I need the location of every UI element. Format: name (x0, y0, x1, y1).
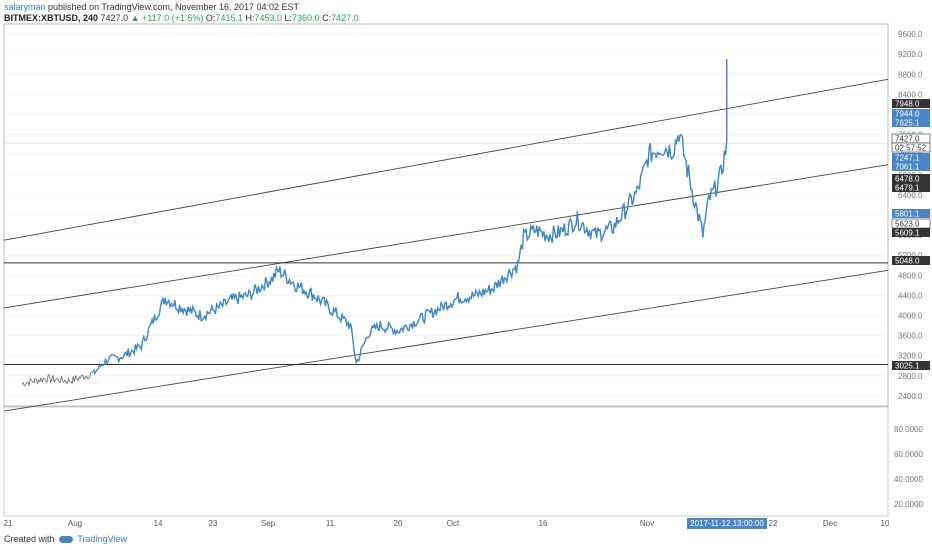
price-tick-label: 8400.0 (898, 90, 923, 99)
price-tag-label: 5801.1 (895, 210, 920, 219)
close-value: 7427.0 (331, 13, 359, 23)
time-cursor-label: 2017-11-12 13:00:00 (690, 519, 764, 528)
price-tag-label: 7948.0 (895, 100, 920, 109)
indicator-tick-label: 80.0000 (894, 425, 923, 434)
time-tick-label: 11 (326, 519, 335, 528)
price-tag (892, 228, 930, 237)
created-with-label: Created with (4, 534, 55, 544)
price-tick-label: 9600.0 (898, 30, 923, 39)
price-tag (892, 109, 930, 118)
chart-header: salaryman published on TradingView.com, … (4, 2, 359, 24)
open-label: O: (205, 13, 216, 23)
price-tag-label: 7427.0 (895, 135, 920, 144)
price-tick-label: 2800.0 (898, 372, 923, 381)
price-tag-label: 5623.0 (895, 220, 920, 229)
price-tag-label: 6478.0 (895, 175, 920, 184)
tradingview-logo-icon (59, 536, 74, 544)
price-tick-label: 4000.0 (898, 312, 923, 321)
time-tick-label: Dec (823, 519, 837, 528)
candle-bars (21, 369, 94, 387)
series-line (92, 59, 728, 376)
price-tag (892, 174, 930, 183)
price-tick-label: 6400.0 (898, 191, 923, 200)
price-tick-label: 4800.0 (898, 271, 923, 280)
low-value: 7360.0 (292, 13, 320, 23)
time-tick-label: 22 (769, 519, 778, 528)
price-tick-label: 2400.0 (898, 392, 923, 401)
low-label: L: (284, 13, 293, 23)
channel-line (3, 164, 889, 309)
price-tag (892, 118, 930, 127)
high-value: 7453.0 (254, 13, 283, 23)
price-tick-label: 9200.0 (898, 50, 923, 59)
time-tick-label: 21 (4, 519, 13, 528)
price-tick-label: 5200.0 (898, 251, 923, 260)
time-tick-label: 16 (539, 519, 548, 528)
time-axis[interactable]: 21 Aug 14 23 Sep 11 20 Oct 16 Nov 22 Dec 10 2017-11-1… (4, 518, 890, 529)
price-series (92, 59, 728, 376)
close-label: C: (322, 13, 332, 23)
price-tag-label: 6479.1 (895, 184, 920, 193)
symbol-label[interactable]: BITMEX:XBTUSD, 240 (4, 13, 99, 23)
price-tag-label: 7944.0 (895, 110, 920, 119)
candle-series-line (21, 369, 94, 387)
publish-info: published on TradingView.com, November 1… (48, 2, 300, 12)
indicator-tick-label: 20.0000 (894, 500, 923, 509)
price-tick-label: 3600.0 (898, 332, 923, 341)
time-cursor-tag (687, 518, 767, 529)
author-name[interactable]: salaryman (4, 2, 46, 12)
chart-grid (3, 23, 889, 517)
channel-line (3, 269, 889, 412)
indicator-pane: 20.0000 40.0000 60.0000 80.0000 (894, 425, 923, 509)
time-tick-label: 14 (154, 519, 163, 528)
trend-channel-lines (3, 78, 889, 412)
price-chart[interactable]: 2400.0 2800.0 3200.0 3600.0 4000.0 4400.0 4800… (0, 0, 932, 532)
time-tick-label: 20 (394, 519, 403, 528)
time-tick-label: Oct (447, 519, 460, 528)
price-tag (892, 153, 930, 162)
price-tag (892, 361, 930, 370)
time-tick-label: 10 (881, 519, 890, 528)
time-tick-label: Nov (640, 519, 654, 528)
price-change: +117.0 (+1.6%) (142, 13, 204, 23)
price-tag-label: 5609.1 (895, 229, 920, 238)
open-value: 7415.1 (215, 13, 243, 23)
price-tag-label: 7247.1 (895, 154, 920, 163)
price-tag-label: 7061.1 (895, 163, 920, 172)
price-tag-label: 3025.1 (895, 362, 920, 371)
price-tick-label: 4400.0 (898, 291, 923, 300)
price-tick-label: 8800.0 (898, 70, 923, 79)
time-tick-label: Sep (261, 519, 276, 528)
price-tag (892, 209, 930, 218)
high-label: H: (245, 13, 255, 23)
price-tag (892, 256, 930, 265)
time-tick-label: Aug (68, 519, 82, 528)
price-tag-label: 7625.1 (895, 119, 920, 128)
indicator-pane-frame (3, 406, 889, 517)
indicator-tick-label: 60.0000 (894, 450, 923, 459)
up-arrow-icon: ▲ (130, 13, 140, 23)
price-tag (892, 183, 930, 192)
horizontal-levels (4, 262, 888, 366)
channel-line (3, 78, 889, 241)
time-tick-label: 23 (209, 519, 218, 528)
price-tag (892, 99, 930, 108)
price-tag (891, 142, 931, 153)
price-tag (892, 162, 930, 171)
indicator-tick-label: 40.0000 (894, 475, 923, 484)
price-tag-label: 02:57:52 (895, 144, 927, 153)
tradingview-brand[interactable]: TradingView (77, 534, 127, 544)
last-price: 7427.0 (100, 13, 129, 23)
price-tag-label: 5048.0 (895, 257, 920, 266)
footer: Created with TradingView (4, 534, 127, 544)
price-tick-label: 3200.0 (898, 352, 923, 361)
